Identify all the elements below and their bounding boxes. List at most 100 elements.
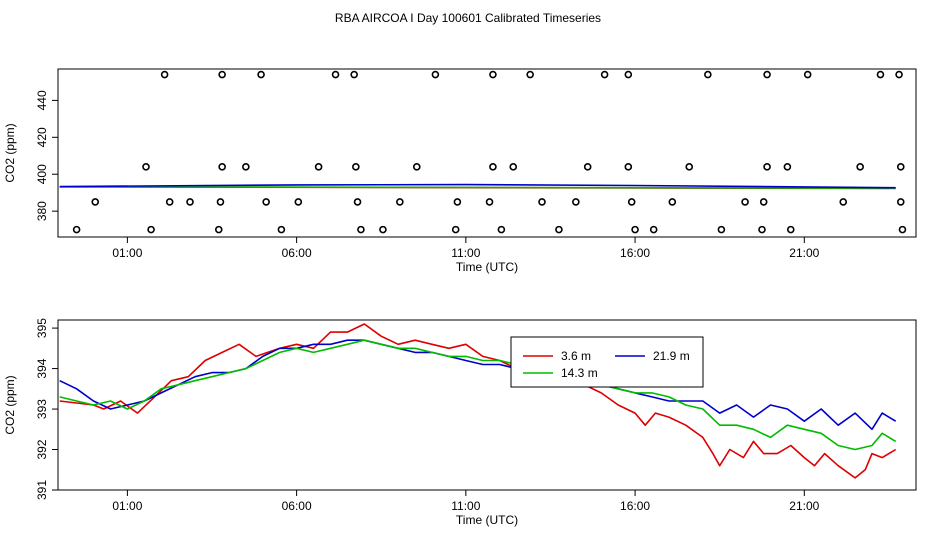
legend-box (510, 336, 704, 388)
data-point (257, 70, 265, 79)
data-point (624, 163, 633, 171)
data-point (294, 198, 303, 206)
data-point (803, 70, 812, 79)
data-point (165, 198, 174, 206)
x-tick-label: 21:00 (789, 499, 819, 513)
data-point (72, 225, 81, 234)
data-point (685, 163, 694, 171)
y-tick-label: 380 (35, 201, 49, 221)
data-point (218, 163, 226, 171)
plot-frame (57, 68, 917, 238)
y-tick-label: 440 (35, 90, 49, 110)
data-point (555, 225, 563, 234)
data-point (277, 225, 286, 234)
data-point (741, 198, 749, 206)
data-point (509, 163, 518, 171)
x-tick-label: 01:00 (112, 499, 142, 513)
page-title: RBA AIRCOA I Day 100601 Calibrated Times… (335, 11, 601, 25)
data-point (489, 70, 497, 79)
y-tick-label: 392 (35, 439, 49, 459)
data-point (839, 198, 848, 206)
panel-top: 01:00 06:00 11:00 16:00 21:00 Time (UTC) 380 40… (3, 68, 917, 274)
data-point (453, 198, 462, 206)
data-point (352, 163, 360, 171)
data-point (898, 225, 907, 234)
data-point (497, 225, 506, 234)
data-point (186, 198, 194, 206)
data-point (218, 70, 226, 79)
y-tick-label: 394 (35, 358, 49, 378)
data-point (631, 225, 639, 234)
data-point (431, 70, 440, 79)
data-point (627, 198, 636, 206)
series-line (59, 323, 897, 479)
data-point (485, 198, 494, 206)
data-point (331, 70, 340, 79)
data-point (876, 70, 885, 79)
data-point (412, 163, 421, 171)
data-point (526, 70, 534, 79)
data-point (91, 198, 100, 206)
legend-label: 14.3 m (561, 366, 598, 380)
data-point (142, 163, 150, 171)
data-point (583, 163, 592, 171)
y-axis-label: CO2 (ppm) (3, 123, 17, 182)
data-point (668, 198, 677, 206)
series-line (59, 339, 897, 451)
data-point (451, 225, 460, 234)
data-point (763, 163, 771, 171)
data-point (763, 70, 771, 79)
data-point (572, 198, 580, 206)
x-axis-label: Time (UTC) (456, 260, 518, 274)
data-point (314, 163, 323, 171)
data-point (759, 198, 768, 206)
data-point (160, 70, 169, 79)
y-axis-label: CO2 (ppm) (3, 375, 17, 434)
x-tick-label: 01:00 (112, 246, 142, 260)
series-line (59, 186, 896, 189)
data-point (704, 70, 712, 79)
data-point (896, 198, 905, 206)
y-tick-label: 420 (35, 127, 49, 147)
legend-label: 21.9 m (653, 349, 690, 363)
data-point (353, 198, 362, 206)
y-tick-label: 395 (35, 318, 49, 338)
data-point (379, 225, 387, 234)
data-point (786, 225, 795, 234)
x-tick-label: 11:00 (451, 499, 480, 513)
panel-bottom: 01:00 06:00 11:00 16:00 21:00 Time (UTC) 391 39… (3, 318, 917, 527)
data-point (717, 225, 726, 234)
plot-frame (57, 319, 917, 491)
data-point (600, 70, 609, 79)
data-point (350, 70, 358, 79)
y-tick-label: 400 (35, 164, 49, 184)
y-tick-label: 393 (35, 399, 49, 419)
data-point (147, 225, 155, 234)
data-point (649, 225, 658, 234)
x-tick-label: 06:00 (282, 499, 312, 513)
x-tick-label: 21:00 (789, 246, 819, 260)
x-axis-label: Time (UTC) (456, 513, 518, 527)
data-point (357, 225, 365, 234)
legend-label: 3.6 m (561, 349, 591, 363)
data-point (489, 163, 497, 171)
data-point (214, 225, 223, 234)
data-point (895, 70, 903, 79)
x-tick-label: 11:00 (451, 246, 480, 260)
data-point (538, 198, 546, 206)
data-point (783, 163, 792, 171)
legend: 3.6 m 21.9 m 14.3 m (510, 336, 704, 388)
data-point (856, 163, 864, 171)
y-tick-label: 391 (35, 480, 49, 500)
series-line (59, 183, 896, 189)
data-point (216, 198, 225, 206)
data-point (758, 225, 766, 234)
data-point (896, 163, 905, 171)
x-tick-label: 16:00 (620, 246, 650, 260)
data-point (396, 198, 404, 206)
series-line (59, 339, 897, 431)
x-tick-label: 06:00 (282, 246, 312, 260)
data-point (242, 163, 250, 171)
data-point (262, 198, 270, 206)
